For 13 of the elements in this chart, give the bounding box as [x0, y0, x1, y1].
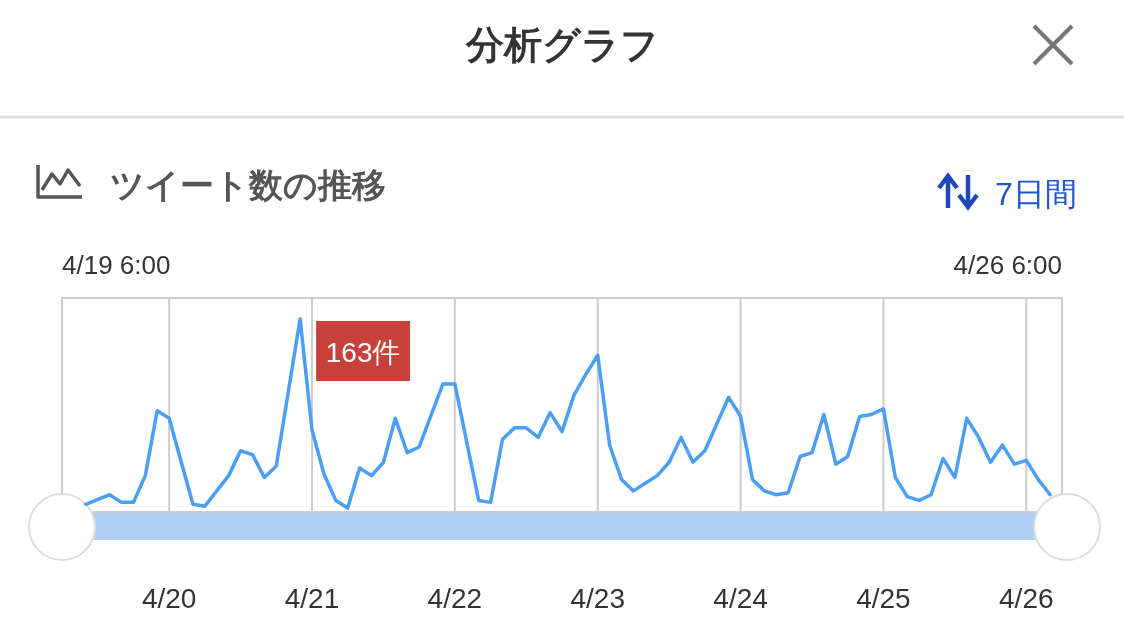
- x-tick-label: 4/25: [856, 583, 911, 614]
- x-tick-label: 4/26: [999, 583, 1054, 614]
- x-tick-label: 4/23: [570, 583, 625, 614]
- chart-subtitle: ツイート数の推移: [110, 166, 386, 204]
- x-tick-label: 4/20: [141, 583, 197, 614]
- text: 7日間: [995, 176, 1077, 212]
- text: 4/26 6:00: [953, 250, 1062, 280]
- x-tick-label: 4/21: [284, 583, 340, 614]
- text: 4/19 6:00: [62, 250, 171, 280]
- annotation: 163件: [325, 337, 401, 368]
- x-tick-label: 4/24: [713, 583, 768, 614]
- x-tick-label: 4/22: [427, 583, 483, 614]
- chart-title: 分析グラフ: [464, 24, 659, 66]
